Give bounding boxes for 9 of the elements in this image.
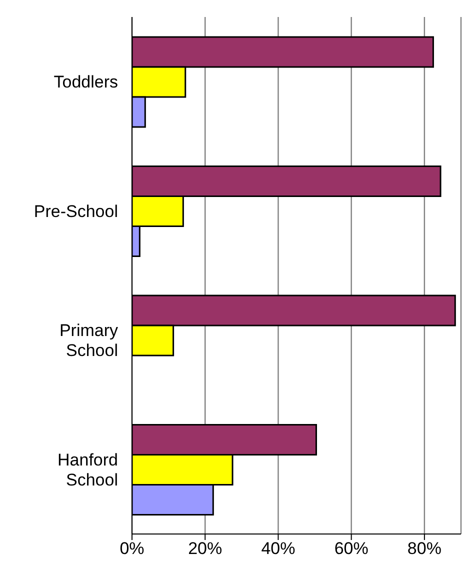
y-tick-label: Primary School — [59, 320, 118, 360]
x-tick-label: 80% — [407, 539, 442, 558]
x-tick-label: 20% — [188, 539, 222, 558]
y-tick-label: Hanford School — [58, 450, 118, 489]
x-tick-label: 40% — [261, 539, 296, 558]
x-tick-label: 0% — [120, 539, 144, 558]
y-tick-label: Pre-School — [34, 201, 118, 220]
x-tick-label: 60% — [334, 539, 368, 558]
y-tick-label: Toddlers — [54, 72, 118, 92]
